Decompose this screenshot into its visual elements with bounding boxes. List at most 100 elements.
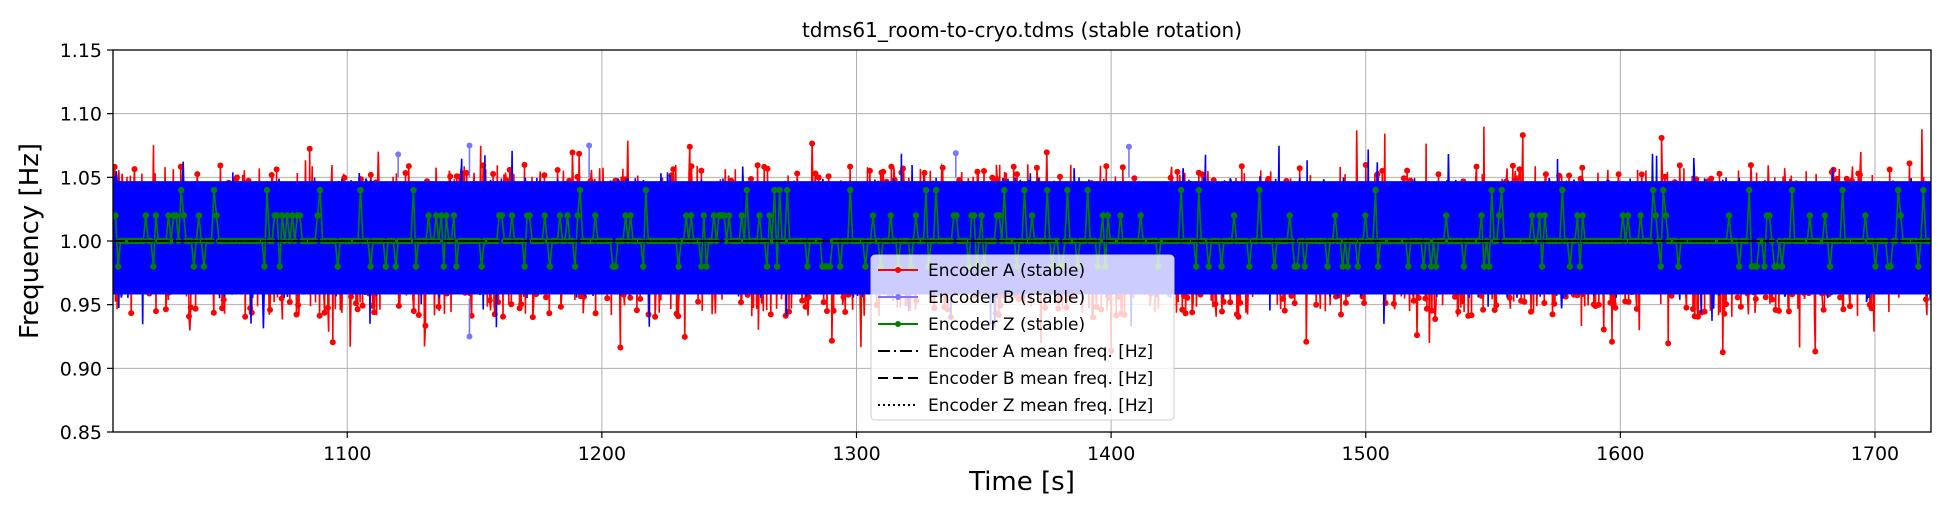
encoder-z-point xyxy=(1915,263,1922,270)
encoder-z-point xyxy=(743,186,750,194)
legend-label-3: Encoder A mean freq. [Hz] xyxy=(928,342,1153,362)
y-tick-label-5: 1.10 xyxy=(60,104,102,126)
encoder-a-point xyxy=(1400,175,1407,182)
encoder-z-point xyxy=(1826,263,1834,270)
encoder-z-point xyxy=(1839,186,1846,194)
encoder-b-point xyxy=(1125,143,1132,150)
encoder-z-point xyxy=(887,212,894,219)
encoder-a-point xyxy=(490,171,497,177)
encoder-a-point xyxy=(981,168,987,174)
encoder-z-point xyxy=(1773,263,1781,270)
encoder-z-point xyxy=(1662,212,1670,219)
encoder-a-point xyxy=(1695,313,1701,320)
encoder-z-point xyxy=(172,212,180,219)
encoder-a-point xyxy=(1506,294,1513,301)
encoder-a-point xyxy=(278,295,285,302)
encoder-z-point xyxy=(1001,186,1008,194)
encoder-z-point xyxy=(150,263,157,270)
encoder-a-point xyxy=(1541,300,1548,306)
encoder-a-point xyxy=(1227,299,1234,306)
encoder-a-point xyxy=(830,307,837,314)
encoder-z-point xyxy=(1205,263,1213,270)
encoder-a-point xyxy=(1579,164,1586,171)
encoder-a-point xyxy=(1516,166,1523,173)
encoder-a-point xyxy=(521,161,528,168)
encoder-a-point xyxy=(1747,162,1754,169)
encoder-z-point xyxy=(725,212,733,219)
encoder-a-point xyxy=(194,171,201,178)
encoder-a-point xyxy=(574,173,581,180)
legend-marker-2 xyxy=(895,321,901,327)
encoder-z-point xyxy=(1496,212,1503,219)
encoder-z-point xyxy=(1218,263,1225,270)
encoder-a-point xyxy=(1237,299,1244,306)
encoder-z-point xyxy=(1064,186,1071,194)
encoder-a-point xyxy=(627,294,634,301)
encoder-z-point xyxy=(1637,212,1644,219)
encoder-a-point xyxy=(1843,175,1850,182)
encoder-a-point xyxy=(128,310,135,317)
encoder-a-point xyxy=(675,313,682,320)
encoder-z-point xyxy=(113,212,119,219)
encoder-z-point xyxy=(1725,212,1733,219)
encoder-a-point xyxy=(1683,304,1690,311)
encoder-a-point xyxy=(192,305,199,312)
encoder-z-point xyxy=(165,212,172,219)
encoder-z-point xyxy=(1753,263,1761,270)
encoder-a-point xyxy=(405,163,412,170)
encoder-z-point xyxy=(804,263,811,270)
encoder-a-point xyxy=(306,145,313,152)
encoder-a-point xyxy=(812,170,819,177)
encoder-a-point xyxy=(554,167,561,173)
encoder-a-point xyxy=(1542,171,1549,178)
encoder-a-point xyxy=(1719,349,1726,356)
encoder-a-point xyxy=(1468,312,1475,319)
encoder-z-point xyxy=(1420,263,1427,270)
encoder-z-point xyxy=(1920,186,1927,194)
encoder-z-point xyxy=(521,263,528,270)
encoder-z-point xyxy=(763,263,771,270)
encoder-a-point xyxy=(295,302,302,308)
encoder-z-point xyxy=(1339,263,1346,270)
encoder-a-point xyxy=(1362,162,1369,168)
encoder-a-point xyxy=(1847,303,1853,310)
encoder-a-point xyxy=(847,163,854,170)
encoder-a-point xyxy=(1119,164,1126,171)
encoder-a-point xyxy=(316,312,323,319)
encoder-a-point xyxy=(1423,305,1430,312)
encoder-a-point xyxy=(359,302,366,309)
encoder-z-point xyxy=(284,212,291,219)
encoder-z-point xyxy=(826,263,834,270)
encoder-a-point xyxy=(1313,301,1320,308)
encoder-z-point xyxy=(1488,186,1495,194)
encoder-a-point xyxy=(1455,308,1462,315)
encoder-z-point xyxy=(912,212,920,219)
encoder-a-point xyxy=(402,170,409,176)
encoder-a-point xyxy=(1235,313,1242,320)
encoder-a-point xyxy=(1638,171,1645,178)
encoder-a-point xyxy=(1615,171,1622,178)
encoder-a-point xyxy=(353,300,359,307)
encoder-a-point xyxy=(529,314,536,321)
encoder-z-point xyxy=(710,212,718,219)
x-tick-label-2: 1300 xyxy=(832,443,880,465)
encoder-a-point xyxy=(1057,173,1063,180)
encoder-z-point xyxy=(1895,186,1902,194)
encoder-z-point xyxy=(1021,186,1028,194)
encoder-a-point xyxy=(1812,348,1819,355)
legend-label-1: Encoder B (stable) xyxy=(928,288,1085,308)
x-tick-label-0: 1100 xyxy=(323,443,371,465)
encoder-a-point xyxy=(1342,299,1349,306)
encoder-z-point xyxy=(1758,237,1766,245)
data-layer xyxy=(113,126,1931,356)
encoder-a-point xyxy=(1238,163,1245,170)
encoder-a-point xyxy=(286,299,293,305)
encoder-a-point xyxy=(1528,308,1534,315)
encoder-z-point xyxy=(1193,263,1200,270)
encoder-a-point xyxy=(113,163,118,170)
encoder-a-point xyxy=(1291,300,1298,307)
encoder-z-point xyxy=(640,263,647,270)
encoder-a-point xyxy=(1775,307,1782,314)
encoder-z-point xyxy=(334,263,341,270)
